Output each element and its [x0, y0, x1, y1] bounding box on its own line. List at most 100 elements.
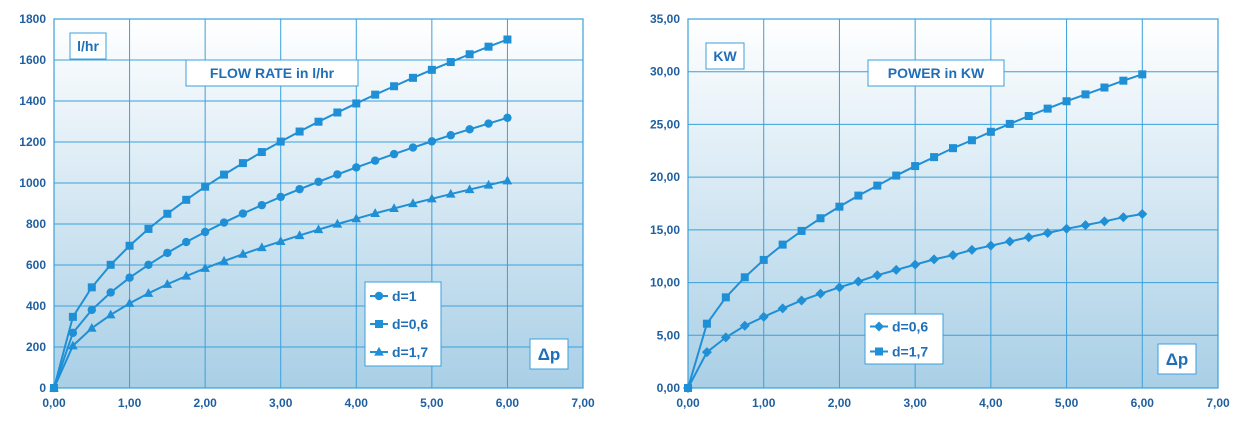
chart-2-y-tick-label: 15,00 [650, 223, 680, 237]
chart-1-dp-box [529, 338, 569, 370]
chart-2-legend-label: d=0,6 [892, 319, 928, 335]
chart-1-data-point [49, 382, 59, 392]
chart-2-data-point [1023, 232, 1034, 243]
chart-1-data-point [144, 224, 153, 233]
chart-1-data-point [219, 255, 229, 265]
chart-1-data-point [106, 260, 115, 269]
chart-2-data-point [985, 240, 996, 251]
chart-1-data-point [390, 82, 399, 91]
chart-2-data-point [1099, 216, 1110, 227]
chart-1-data-point [68, 312, 77, 321]
chart-1: 0,00 1,00 2,00 3,00 4,00 5,00 6,00 7,00 0 200 400 6… [19, 12, 595, 410]
chart-1-y-tick-label: 0 [39, 381, 46, 395]
chart-1-y-tick-label: 400 [26, 299, 46, 313]
chart-1-data-point [68, 340, 78, 350]
chart-1-series-3 [49, 175, 513, 392]
chart-1-data-point [427, 65, 436, 74]
chart-1-data-point [333, 108, 342, 117]
chart-1-x-tick-label: 5,00 [420, 396, 444, 410]
chart-2-legend-label: d=1,7 [892, 344, 928, 360]
chart-1-data-point [276, 192, 285, 202]
chart-2: 0,00 1,00 2,00 3,00 4,00 5,00 6,00 7,00 0,00 5,00… [650, 12, 1230, 410]
chart-2-unit-box [705, 42, 745, 70]
chart-1-data-point [408, 143, 418, 152]
chart-1-y-tick-label: 1600 [19, 53, 46, 67]
chart-2-data-point [948, 250, 958, 261]
chart-2-x-tick-label: 1,00 [752, 396, 776, 410]
chart-1-data-point [87, 283, 96, 292]
chart-1-data-point [106, 288, 115, 297]
chart-1-data-point [295, 184, 304, 194]
chart-1-legend-marker [374, 291, 384, 301]
chart-2-data-point [929, 254, 940, 265]
chart-1-y-tick-label: 1400 [19, 94, 46, 108]
chart-1-data-point [484, 42, 493, 51]
chart-2-data-point [701, 347, 712, 358]
chart-2-legend-item: d=0,6 [870, 319, 928, 335]
chart-1-data-point [333, 170, 342, 179]
chart-2-data-point [911, 162, 920, 171]
chart-1-data-point [446, 58, 455, 67]
chart-2-data-point [797, 226, 806, 235]
chart-1-legend-item: d=1,7 [370, 344, 428, 360]
chart-1-x-tick-label: 2,00 [193, 396, 217, 410]
chart-1-title: FLOW RATE in l/hr [210, 65, 335, 81]
chart-2-data-point [1004, 236, 1015, 247]
chart-1-data-point [314, 117, 323, 126]
chart-1-data-point [275, 236, 286, 246]
chart-1-data-point [389, 203, 399, 213]
chart-1-data-point [295, 127, 304, 136]
chart-1-data-point [465, 50, 474, 59]
chart-1-data-point [182, 195, 191, 204]
chart-2-data-point [684, 384, 692, 392]
chart-2-data-point [1024, 111, 1033, 120]
chart-1-data-point [86, 322, 97, 332]
chart-1-y-tick-label: 600 [26, 258, 46, 272]
chart-2-data-point [758, 311, 769, 322]
chart-2-data-point [1042, 228, 1053, 239]
chart-1-data-point [427, 193, 437, 203]
chart-2-data-point [739, 320, 750, 331]
chart-1-data-point [483, 179, 494, 189]
chart-1-data-point [200, 263, 210, 272]
chart-2-data-point [930, 153, 939, 162]
chart-1-data-point [144, 260, 153, 269]
chart-2-legend-marker [874, 321, 884, 332]
chart-2-data-point [949, 144, 957, 153]
chart-2-title-box [867, 59, 1005, 87]
chart-1-data-point [445, 188, 456, 198]
chart-1-data-point [370, 208, 380, 217]
chart-1-data-point [352, 99, 361, 108]
chart-2-data-point [834, 282, 845, 293]
chart-1-x-axis-label: Δp [538, 345, 561, 364]
chart-1-legend-marker [374, 346, 384, 356]
chart-2-data-point [740, 273, 749, 282]
chart-1-legend-item: d=0,6 [370, 316, 428, 332]
chart-1-legend-label: d=1 [392, 288, 417, 304]
chart-1-data-point [276, 137, 285, 146]
chart-1-data-point [219, 218, 229, 227]
chart-1-data-point [332, 218, 343, 228]
chart-2-plot-border [687, 18, 1219, 389]
chart-1-data-point [370, 156, 380, 165]
chart-1-data-point [408, 198, 418, 208]
chart-2-legend-box [864, 313, 944, 365]
chart-1-data-point [143, 288, 154, 297]
chart-1-unit-box [69, 32, 107, 60]
chart-1-title-box [185, 59, 359, 87]
chart-1-data-point [257, 200, 267, 210]
chart-2-title: POWER in KW [888, 65, 985, 81]
chart-1-legend-label: d=0,6 [392, 316, 428, 332]
chart-2-y-tick-label: 20,00 [650, 170, 680, 184]
chart-1-x-tick-label: 7,00 [571, 396, 595, 410]
chart-1-legend-label: d=1,7 [392, 344, 428, 360]
chart-2-y-axis-label: KW [713, 48, 737, 64]
chart-1-data-point [238, 209, 248, 218]
chart-2-y-tick-label: 25,00 [650, 117, 680, 131]
chart-1-data-point [313, 224, 324, 234]
chart-1-x-tick-label: 6,00 [496, 396, 520, 410]
chart-1-data-point [87, 305, 96, 315]
chart-2-data-point [759, 255, 768, 264]
chart-1-data-point [408, 73, 417, 82]
